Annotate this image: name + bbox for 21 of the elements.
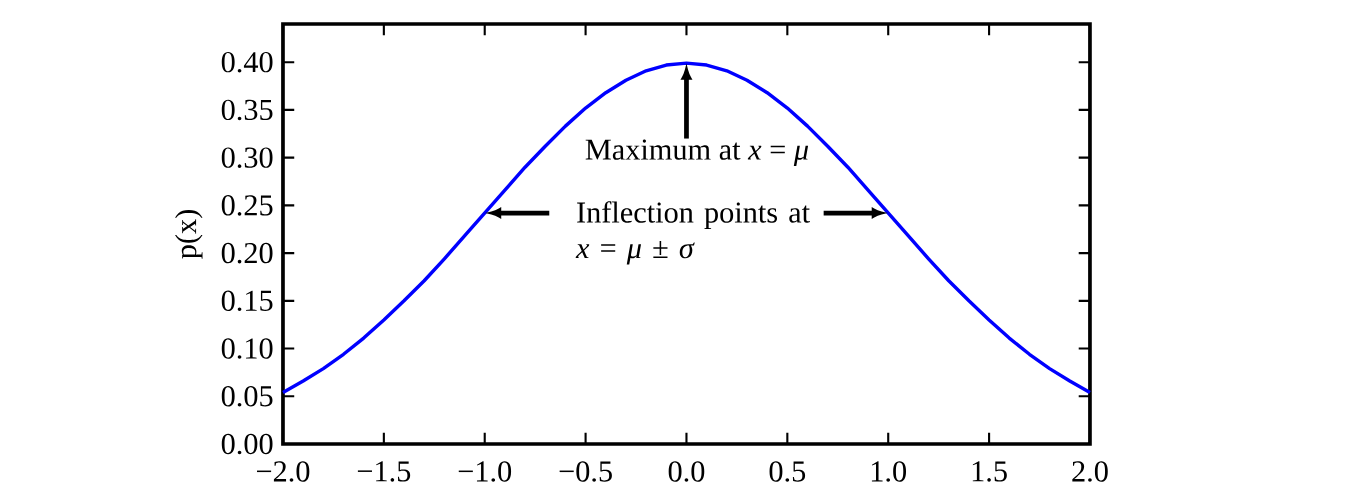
annotation: Inflection points at x = μ ± σ [575, 201, 810, 265]
x-tick-label: 0.5 [769, 461, 806, 482]
y-tick-label: 0.35 [221, 99, 273, 121]
y-tick-label: 0.40 [221, 51, 273, 73]
y-tick-label: 0.00 [221, 433, 273, 455]
x-tick-label: −2.0 [257, 461, 310, 482]
x-tick-label: −0.5 [559, 461, 612, 482]
y-tick-label: 0.15 [221, 290, 273, 312]
y-tick-label: 0.20 [221, 242, 273, 264]
y-tick-label: 0.05 [221, 386, 273, 407]
x-tick-label: 1.0 [871, 461, 907, 482]
y-tick-label: 0.10 [221, 338, 273, 359]
x-tick-label: 0.0 [668, 461, 705, 482]
x-tick-label: −1.0 [458, 461, 512, 482]
annotation: Maximum at x = μ [585, 139, 809, 167]
y-tick-label: 0.25 [221, 195, 273, 216]
x-tick-label: −1.5 [357, 461, 411, 482]
y-tick-label: 0.30 [221, 147, 273, 168]
y-axis-title: p(x) [175, 210, 203, 259]
x-tick-label: 1.5 [972, 461, 1007, 482]
x-tick-label: 2.0 [1072, 461, 1108, 482]
